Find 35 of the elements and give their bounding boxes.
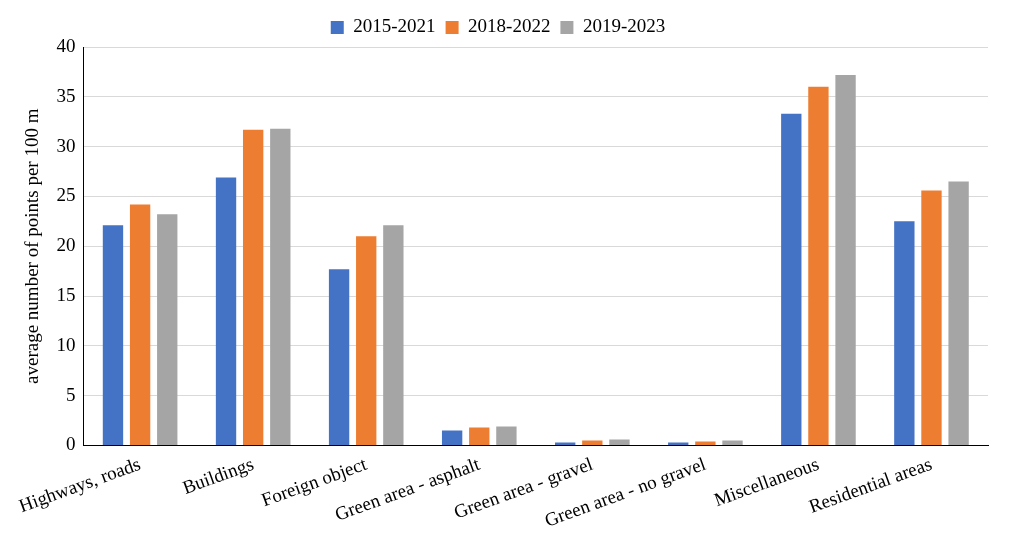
legend-label: 2018-2022 bbox=[468, 15, 551, 37]
bar bbox=[102, 225, 124, 445]
bar bbox=[609, 439, 630, 445]
legend-label: 2015-2021 bbox=[353, 15, 436, 37]
bar bbox=[808, 86, 829, 445]
y-tick-label: 35 bbox=[56, 84, 76, 106]
y-tick-label: 15 bbox=[56, 284, 76, 306]
bar bbox=[242, 129, 264, 445]
bar bbox=[129, 204, 151, 445]
bar bbox=[328, 269, 350, 445]
bar bbox=[555, 442, 576, 445]
bar bbox=[921, 190, 942, 445]
bar bbox=[781, 113, 802, 445]
y-axis-title: average number of points per 100 m bbox=[21, 108, 43, 384]
bar bbox=[722, 440, 743, 445]
bar bbox=[383, 225, 404, 445]
y-tick-label: 5 bbox=[66, 383, 76, 405]
bar bbox=[270, 128, 291, 445]
bar bbox=[496, 426, 517, 445]
bar bbox=[894, 221, 915, 445]
bar bbox=[948, 181, 969, 445]
bar bbox=[356, 236, 377, 445]
bar bbox=[835, 74, 856, 445]
y-tick-label: 30 bbox=[56, 134, 76, 156]
bar bbox=[441, 430, 463, 445]
y-tick-label: 10 bbox=[56, 333, 76, 355]
bar bbox=[157, 214, 178, 445]
bar bbox=[668, 442, 689, 445]
legend-label: 2019-2023 bbox=[582, 15, 666, 37]
bar bbox=[215, 177, 237, 445]
y-tick-label: 40 bbox=[56, 34, 76, 56]
bar bbox=[469, 427, 490, 445]
y-tick-label: 0 bbox=[66, 433, 76, 455]
y-tick-label: 20 bbox=[56, 234, 76, 256]
y-tick-label: 25 bbox=[56, 184, 76, 206]
